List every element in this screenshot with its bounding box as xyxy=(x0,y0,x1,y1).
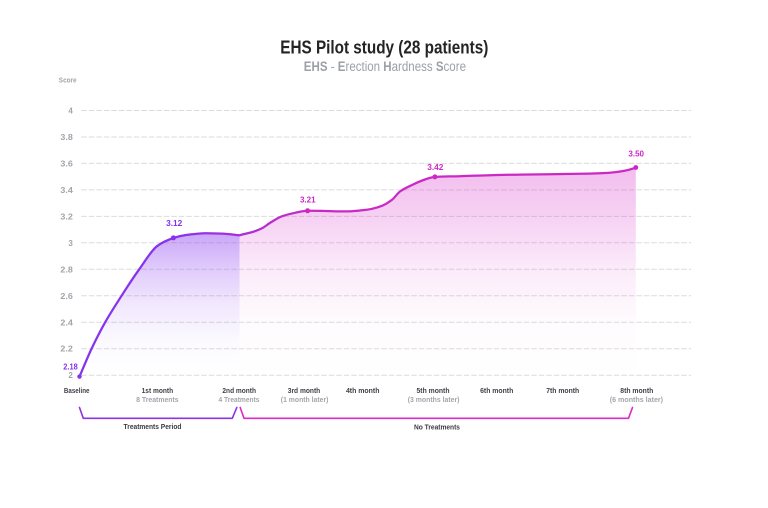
svg-text:Baseline: Baseline xyxy=(64,386,90,395)
svg-text:EHS - Erection Hardness Score: EHS - Erection Hardness Score xyxy=(304,59,466,74)
svg-text:2.4: 2.4 xyxy=(60,318,73,327)
svg-text:4 Treatments: 4 Treatments xyxy=(219,395,260,404)
svg-text:2.8: 2.8 xyxy=(60,265,73,274)
svg-text:5th month: 5th month xyxy=(417,386,450,395)
svg-text:2.2: 2.2 xyxy=(60,345,73,354)
svg-text:(1 month later): (1 month later) xyxy=(281,395,329,404)
svg-text:3.42: 3.42 xyxy=(427,162,443,172)
svg-text:3.4: 3.4 xyxy=(60,186,73,195)
svg-text:7th month: 7th month xyxy=(546,386,579,395)
svg-text:Score: Score xyxy=(59,78,77,85)
svg-text:3: 3 xyxy=(68,239,73,248)
svg-text:3.21: 3.21 xyxy=(300,194,316,204)
svg-text:3.12: 3.12 xyxy=(166,218,182,228)
svg-text:4: 4 xyxy=(68,107,73,116)
svg-text:2.6: 2.6 xyxy=(60,292,73,301)
svg-text:8 Treatments: 8 Treatments xyxy=(136,395,179,404)
svg-text:(3 months later): (3 months later) xyxy=(408,395,460,404)
svg-text:Treatments Period: Treatments Period xyxy=(124,422,182,431)
svg-text:2nd month: 2nd month xyxy=(222,386,256,395)
svg-text:No Treatments: No Treatments xyxy=(414,422,460,431)
svg-text:6th month: 6th month xyxy=(480,386,513,395)
svg-text:8th month: 8th month xyxy=(620,386,653,395)
svg-text:2: 2 xyxy=(68,371,73,380)
svg-text:3.2: 3.2 xyxy=(60,212,73,221)
svg-text:3rd month: 3rd month xyxy=(288,386,320,395)
svg-text:4th month: 4th month xyxy=(346,386,380,395)
svg-text:2.18: 2.18 xyxy=(63,362,78,372)
svg-text:3.50: 3.50 xyxy=(628,148,644,158)
svg-text:3.8: 3.8 xyxy=(60,133,73,142)
svg-text:(6 months later): (6 months later) xyxy=(610,395,664,404)
svg-text:EHS Pilot study (28 patients): EHS Pilot study (28 patients) xyxy=(280,38,488,58)
svg-text:3.6: 3.6 xyxy=(60,159,73,168)
svg-text:1st month: 1st month xyxy=(142,386,174,395)
